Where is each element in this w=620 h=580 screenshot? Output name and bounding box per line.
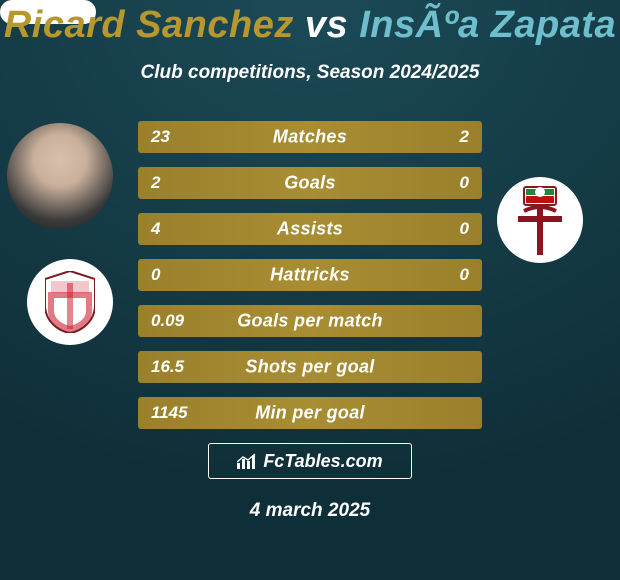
stat-value-left: 23 [151,127,170,147]
stat-value-right: 0 [460,173,469,193]
stat-label: Hattricks [270,265,350,286]
stat-row: 0 Hattricks 0 [138,259,482,291]
stat-value-left: 4 [151,219,160,239]
player1-name: Ricard Sanchez [4,4,294,46]
stat-row: 16.5 Shots per goal [138,351,482,383]
stat-label: Goals [284,173,336,194]
stat-value-left: 1145 [151,403,188,423]
stat-row: 4 Assists 0 [138,213,482,245]
comparison-card: Ricard Sanchez vs InsÃºa Zapata Club com… [0,0,620,580]
stat-row: 23 Matches 2 [138,121,482,153]
cross-crest-icon [512,185,568,255]
shield-icon [45,271,95,333]
stat-row: 1145 Min per goal [138,397,482,429]
player2-name: InsÃºa Zapata [359,4,616,46]
stats-table: 23 Matches 2 2 Goals 0 4 Assists 0 0 Hattricks 0 0.0… [138,121,482,443]
stat-label: Assists [277,219,343,240]
branding-text: FcTables.com [263,451,382,472]
stat-label: Min per goal [255,403,365,424]
stat-value-left: 16.5 [151,357,184,377]
stat-row: 0.09 Goals per match [138,305,482,337]
stat-value-left: 2 [151,173,160,193]
player1-club-crest [27,259,113,345]
stat-label: Goals per match [237,311,383,332]
card-date: 4 march 2025 [0,500,620,522]
bar-chart-icon [237,453,257,469]
stat-value-right: 0 [460,265,469,285]
stat-value-right: 2 [460,127,469,147]
subtitle: Club competitions, Season 2024/2025 [0,62,620,84]
stat-value-left: 0 [151,265,160,285]
player2-club-crest [497,177,583,263]
stat-row: 2 Goals 0 [138,167,482,199]
player1-photo [7,123,113,229]
branding-badge: FcTables.com [208,443,412,479]
stat-value-left: 0.09 [151,311,184,331]
stat-label: Shots per goal [245,357,374,378]
stat-value-right: 0 [460,219,469,239]
title-vs: vs [305,4,348,46]
stat-label: Matches [273,127,347,148]
page-title: Ricard Sanchez vs InsÃºa Zapata [0,4,620,47]
